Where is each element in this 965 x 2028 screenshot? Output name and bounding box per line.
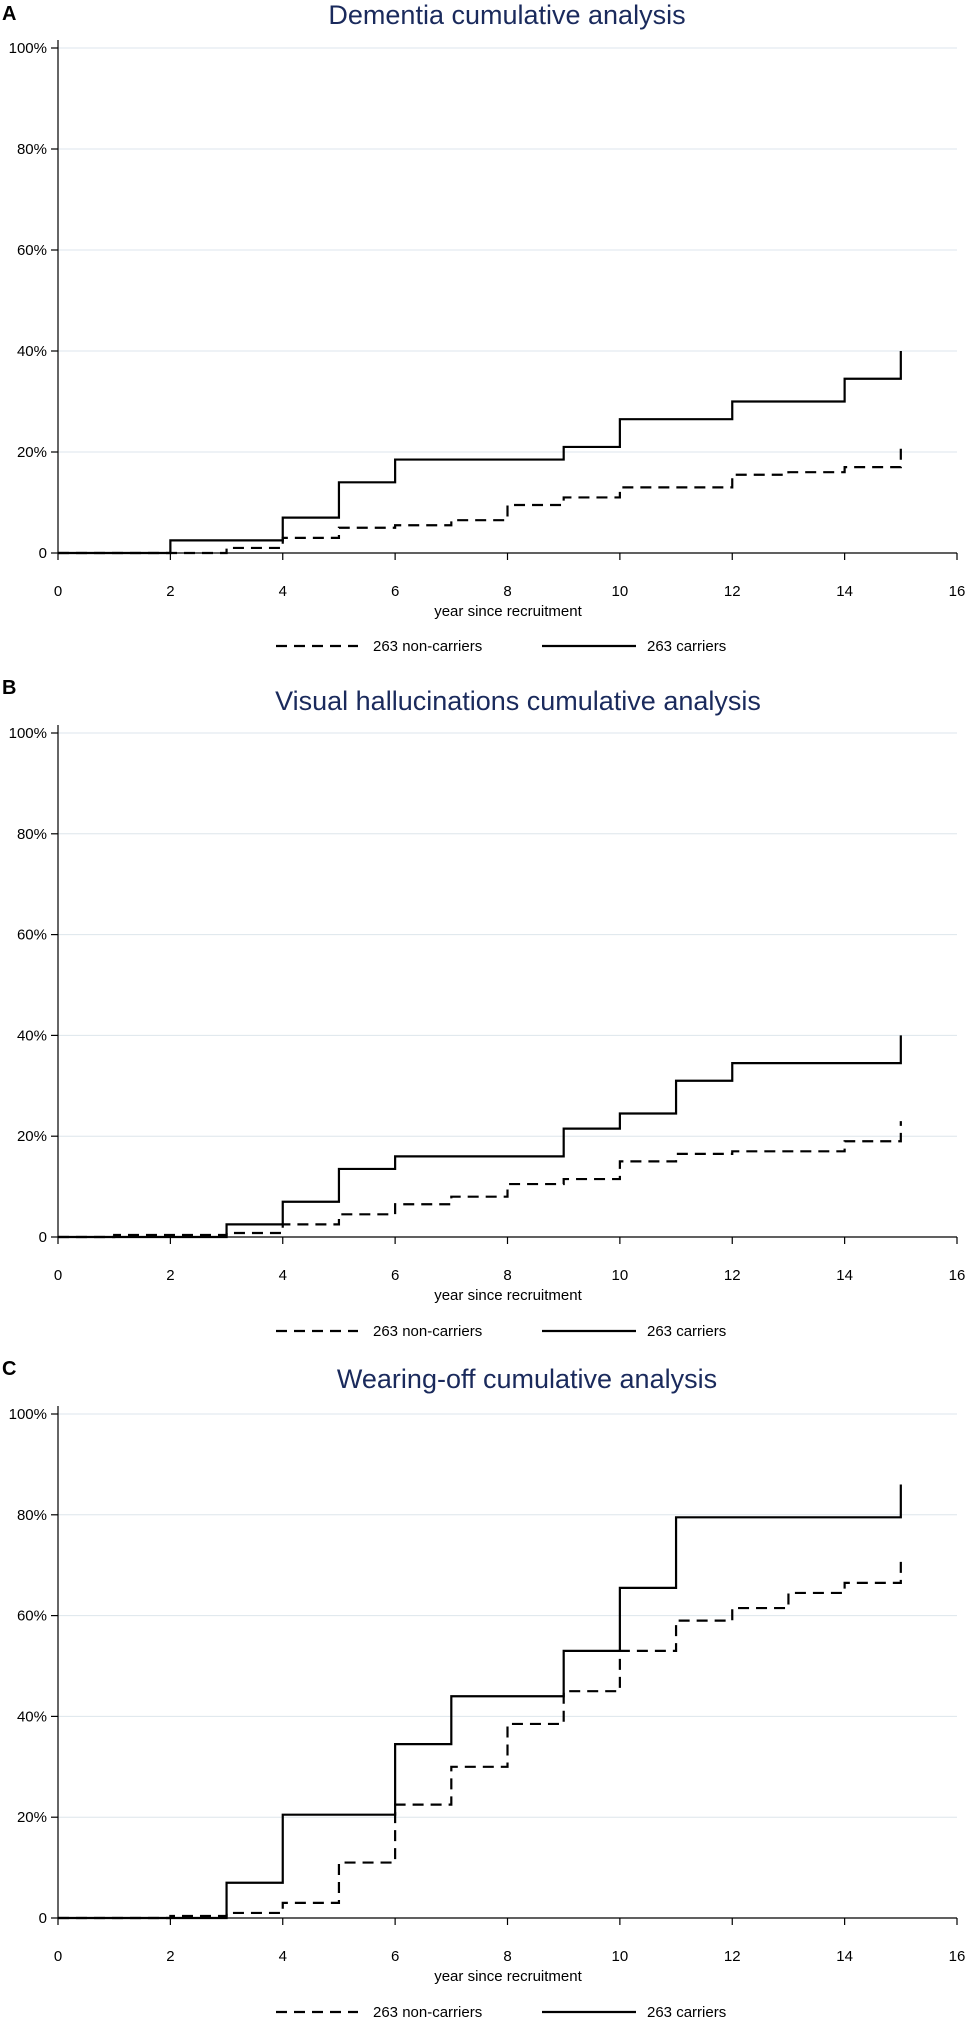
x-tick-label: 14: [836, 1948, 853, 1965]
y-tick-label: 0: [39, 1910, 47, 1927]
x-tick-label: 0: [54, 583, 62, 600]
y-tick-label: 40%: [17, 1027, 47, 1044]
x-tick-label: 16: [949, 1267, 965, 1284]
x-axis-label: year since recruitment: [434, 1287, 582, 1304]
x-ticks: 0 2 4 6 8 10 12 14 16: [54, 1918, 965, 1965]
x-tick-label: 10: [612, 1267, 629, 1284]
y-tick-label: 20%: [17, 1809, 47, 1826]
x-tick-label: 12: [724, 1267, 741, 1284]
x-tick-label: 0: [54, 1267, 62, 1284]
x-tick-label: 8: [503, 1267, 511, 1284]
x-tick-label: 10: [612, 1948, 629, 1965]
y-tick-label: 100%: [9, 40, 47, 57]
legend: 263 non-carriers 263 carriers: [276, 2004, 726, 2021]
x-tick-label: 6: [391, 1267, 399, 1284]
x-tick-label: 6: [391, 583, 399, 600]
y-tick-label: 0: [39, 545, 47, 562]
grid: [58, 732, 957, 1137]
x-tick-label: 2: [166, 583, 174, 600]
legend-label-non-carriers: 263 non-carriers: [373, 638, 482, 655]
y-tick-label: 60%: [17, 242, 47, 259]
panel-b: B Visual hallucinations cumulative analy…: [0, 675, 965, 1355]
legend: 263 non-carriers 263 carriers: [276, 638, 726, 655]
y-tick-label: 100%: [9, 1406, 47, 1423]
x-tick-label: 8: [503, 583, 511, 600]
panel-letter: B: [2, 677, 16, 699]
x-tick-label: 2: [166, 1948, 174, 1965]
x-tick-label: 14: [836, 1267, 853, 1284]
x-tick-label: 8: [503, 1948, 511, 1965]
x-tick-label: 16: [949, 583, 965, 600]
x-ticks: 0 2 4 6 8 10 12 14 16: [54, 553, 965, 600]
axes: [57, 40, 957, 554]
x-tick-label: 12: [724, 583, 741, 600]
legend-label-non-carriers: 263 non-carriers: [373, 1323, 482, 1340]
y-tick-label: 60%: [17, 927, 47, 944]
legend-label-carriers: 263 carriers: [647, 1323, 726, 1340]
series-line-non-carriers: [58, 1557, 902, 1920]
y-tick-label: 40%: [17, 343, 47, 360]
axes: [57, 1406, 957, 1919]
y-tick-label: 100%: [9, 725, 47, 742]
panel-letter: C: [2, 1358, 16, 1380]
x-tick-label: 14: [836, 583, 853, 600]
y-tick-label: 20%: [17, 1128, 47, 1145]
chart-svg-a: A Dementia cumulative analysis 020%40%60…: [2, 0, 965, 655]
y-tick-label: 80%: [17, 141, 47, 158]
x-tick-label: 4: [279, 583, 287, 600]
x-tick-label: 12: [724, 1948, 741, 1965]
chart-title: Wearing-off cumulative analysis: [337, 1364, 717, 1394]
series-group: [58, 351, 902, 555]
x-tick-label: 0: [54, 1948, 62, 1965]
chart-title: Dementia cumulative analysis: [328, 0, 685, 30]
y-tick-label: 60%: [17, 1608, 47, 1625]
series-group: [58, 1484, 902, 1920]
y-ticks: 0 20% 40% 60% 80% 100%: [9, 1406, 58, 1927]
grid: [58, 47, 957, 453]
x-axis-label: year since recruitment: [434, 603, 582, 620]
series-line-carriers: [58, 1484, 902, 1920]
grid: [58, 1413, 957, 1818]
x-tick-label: 4: [279, 1267, 287, 1284]
legend-label-non-carriers: 263 non-carriers: [373, 2004, 482, 2021]
series-line-carriers: [58, 351, 902, 555]
chart-svg-c: C Wearing-off cumulative analysis 020%40…: [2, 1358, 965, 2021]
y-ticks: 0 20% 40% 60% 80% 100%: [9, 725, 58, 1246]
y-tick-label: 0: [39, 1229, 47, 1246]
y-ticks: 0 20% 40% 60% 80% 100%: [9, 40, 58, 562]
series-line-non-carriers: [58, 446, 902, 555]
legend: 263 non-carriers 263 carriers: [276, 1323, 726, 1340]
legend-label-carriers: 263 carriers: [647, 2004, 726, 2021]
y-tick-label: 20%: [17, 444, 47, 461]
series-group: [58, 1035, 902, 1239]
y-tick-label: 80%: [17, 826, 47, 843]
y-tick-label: 40%: [17, 1708, 47, 1725]
x-tick-label: 10: [612, 583, 629, 600]
panel-a: A Dementia cumulative analysis 0 20% 40% 60…: [0, 0, 965, 675]
x-tick-label: 4: [279, 1948, 287, 1965]
series-line-carriers: [58, 1035, 902, 1239]
x-ticks: 0 2 4 6 8 10 12 14 16: [54, 1237, 965, 1284]
chart-title: Visual hallucinations cumulative analysi…: [275, 686, 761, 716]
x-tick-label: 6: [391, 1948, 399, 1965]
panel-letter: A: [2, 3, 16, 25]
axes: [57, 725, 957, 1238]
panel-c: C Wearing-off cumulative analysis 0 20% 40…: [0, 1355, 965, 2028]
chart-svg-b: B Visual hallucinations cumulative analy…: [2, 677, 965, 1340]
x-axis-label: year since recruitment: [434, 1968, 582, 1985]
legend-label-carriers: 263 carriers: [647, 638, 726, 655]
y-tick-label: 80%: [17, 1507, 47, 1524]
x-tick-label: 2: [166, 1267, 174, 1284]
x-tick-label: 16: [949, 1948, 965, 1965]
series-line-non-carriers: [58, 1121, 902, 1239]
